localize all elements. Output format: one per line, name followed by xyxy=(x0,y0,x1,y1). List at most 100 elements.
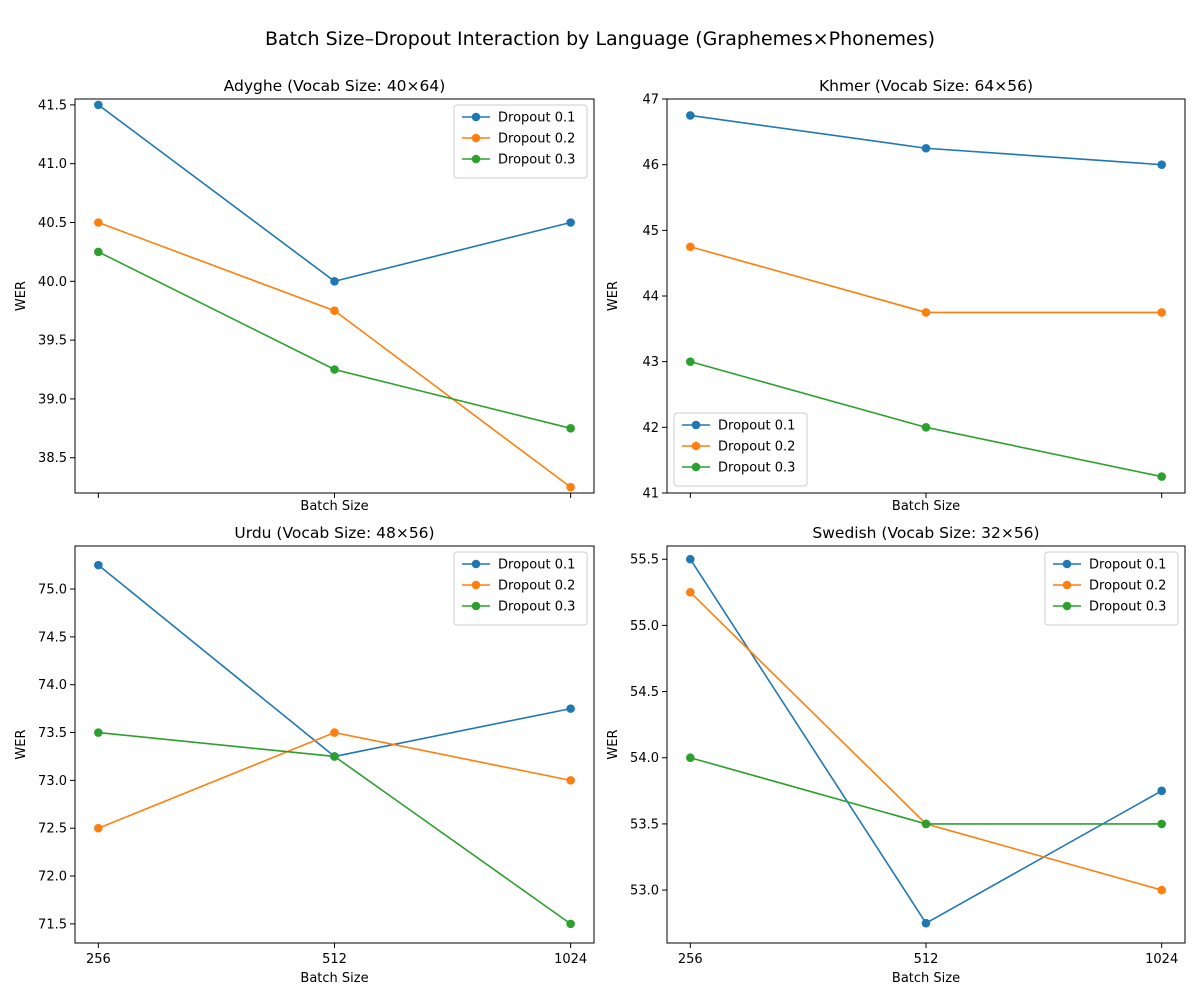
legend-label: Dropout 0.3 xyxy=(1089,600,1166,615)
y-tick-label: 55.5 xyxy=(630,553,659,568)
y-tick-label: 53.0 xyxy=(630,884,659,899)
y-tick-label: 73.5 xyxy=(38,726,67,741)
series-line xyxy=(690,114,1162,166)
data-point xyxy=(566,482,575,492)
subplot-4: Swedish (Vocab Size: 32×56) 53.0 53.5 54.0 5… xyxy=(606,524,1186,986)
subplot-3: Urdu (Vocab Size: 48×56) 71.5 72.0 72.5 73.0… xyxy=(14,524,595,986)
series-line xyxy=(98,731,571,829)
data-point xyxy=(921,819,931,829)
legend-label: Dropout 0.3 xyxy=(718,461,795,476)
data-point xyxy=(94,560,103,570)
legend-label: Dropout 0.2 xyxy=(498,579,575,594)
legend-marker xyxy=(691,420,701,430)
legend-label: Dropout 0.1 xyxy=(498,111,575,126)
subplot-title: Urdu (Vocab Size: 48×56) xyxy=(234,524,434,542)
legend-marker xyxy=(471,580,481,590)
x-tick-label: 256 xyxy=(678,952,703,967)
data-point xyxy=(566,704,575,713)
data-point xyxy=(1157,160,1166,169)
y-tick-label: 54.0 xyxy=(630,751,659,766)
y-axis-label: WER xyxy=(606,281,621,311)
legend-label: Dropout 0.3 xyxy=(498,153,575,168)
y-tick-label: 39.5 xyxy=(38,334,67,349)
x-tick-label: 512 xyxy=(322,952,347,967)
subplot-title: Swedish (Vocab Size: 32×56) xyxy=(812,524,1039,542)
data-point xyxy=(686,242,695,252)
x-axis-label: Batch Size xyxy=(892,971,960,986)
data-point xyxy=(566,776,575,785)
legend-marker xyxy=(471,154,481,164)
x-axis-label: Batch Size xyxy=(300,499,368,514)
y-tick-label: 75.0 xyxy=(38,583,67,598)
legend-marker xyxy=(471,559,481,569)
data-point xyxy=(921,308,931,317)
subplot-title: Khmer (Vocab Size: 64×56) xyxy=(819,77,1033,95)
y-axis-label: WER xyxy=(14,729,29,759)
y-tick-label: 41.5 xyxy=(38,98,67,113)
data-point xyxy=(686,588,695,597)
y-tick-label: 71.5 xyxy=(38,917,67,932)
data-point xyxy=(1157,472,1166,481)
y-tick-label: 46 xyxy=(642,158,659,173)
x-tick-label: 1024 xyxy=(1145,952,1178,967)
series-line xyxy=(98,221,572,488)
y-tick-label: 41 xyxy=(642,487,659,502)
data-point xyxy=(686,753,695,763)
legend-label: Dropout 0.2 xyxy=(718,440,795,455)
legend-label: Dropout 0.2 xyxy=(1089,579,1166,594)
x-tick-label: 512 xyxy=(914,952,939,967)
legend: Dropout 0.1 Dropout 0.2 Dropout 0.3 xyxy=(453,551,588,626)
data-point xyxy=(566,919,575,929)
legend-marker xyxy=(691,441,701,451)
y-tick-label: 73.0 xyxy=(38,774,67,789)
data-point xyxy=(330,306,339,316)
data-point xyxy=(94,247,103,257)
subplot-1: Adyghe (Vocab Size: 40×64) 38.5 39.0 39.5 40… xyxy=(14,77,595,514)
data-point xyxy=(921,143,931,153)
data-point xyxy=(1157,819,1166,829)
data-point xyxy=(330,752,339,761)
subplot-title: Adyghe (Vocab Size: 40×64) xyxy=(224,77,446,95)
y-tick-label: 39.0 xyxy=(38,392,67,407)
legend-label: Dropout 0.1 xyxy=(498,558,575,573)
legend-marker xyxy=(1062,580,1072,590)
axes-frame xyxy=(74,98,595,494)
data-point xyxy=(330,276,339,286)
y-tick-label: 44 xyxy=(642,290,659,305)
data-point xyxy=(1157,308,1166,317)
series-line xyxy=(98,731,572,925)
legend-label: Dropout 0.1 xyxy=(1089,558,1166,573)
data-point xyxy=(330,365,339,374)
legend-marker xyxy=(471,601,481,611)
data-point xyxy=(94,823,103,833)
y-tick-label: 55.0 xyxy=(630,619,659,634)
legend-marker xyxy=(471,133,481,143)
legend-marker xyxy=(471,112,481,122)
legend-label: Dropout 0.1 xyxy=(718,419,795,434)
y-tick-label: 42 xyxy=(642,421,659,436)
series-line xyxy=(690,756,1162,825)
y-tick-label: 41.0 xyxy=(38,157,67,172)
y-tick-label: 38.5 xyxy=(38,451,67,466)
legend-label: Dropout 0.2 xyxy=(498,132,575,147)
y-tick-label: 74.5 xyxy=(38,630,67,645)
y-tick-label: 40.0 xyxy=(38,275,67,290)
data-point xyxy=(94,100,103,110)
y-tick-label: 47 xyxy=(642,93,659,108)
data-point xyxy=(686,357,695,366)
x-tick-label: 1024 xyxy=(554,952,587,967)
data-point xyxy=(566,218,575,227)
data-point xyxy=(566,424,575,433)
series-line xyxy=(689,591,1162,891)
legend-marker xyxy=(1062,559,1072,569)
data-point xyxy=(1157,885,1166,895)
data-point xyxy=(94,218,103,227)
data-point xyxy=(1157,786,1166,796)
data-point xyxy=(921,423,931,432)
x-axis-label: Batch Size xyxy=(892,499,960,514)
axes-frame xyxy=(666,545,1186,944)
y-tick-label: 40.5 xyxy=(38,216,67,231)
series-line xyxy=(690,245,1162,314)
data-point xyxy=(94,728,103,737)
